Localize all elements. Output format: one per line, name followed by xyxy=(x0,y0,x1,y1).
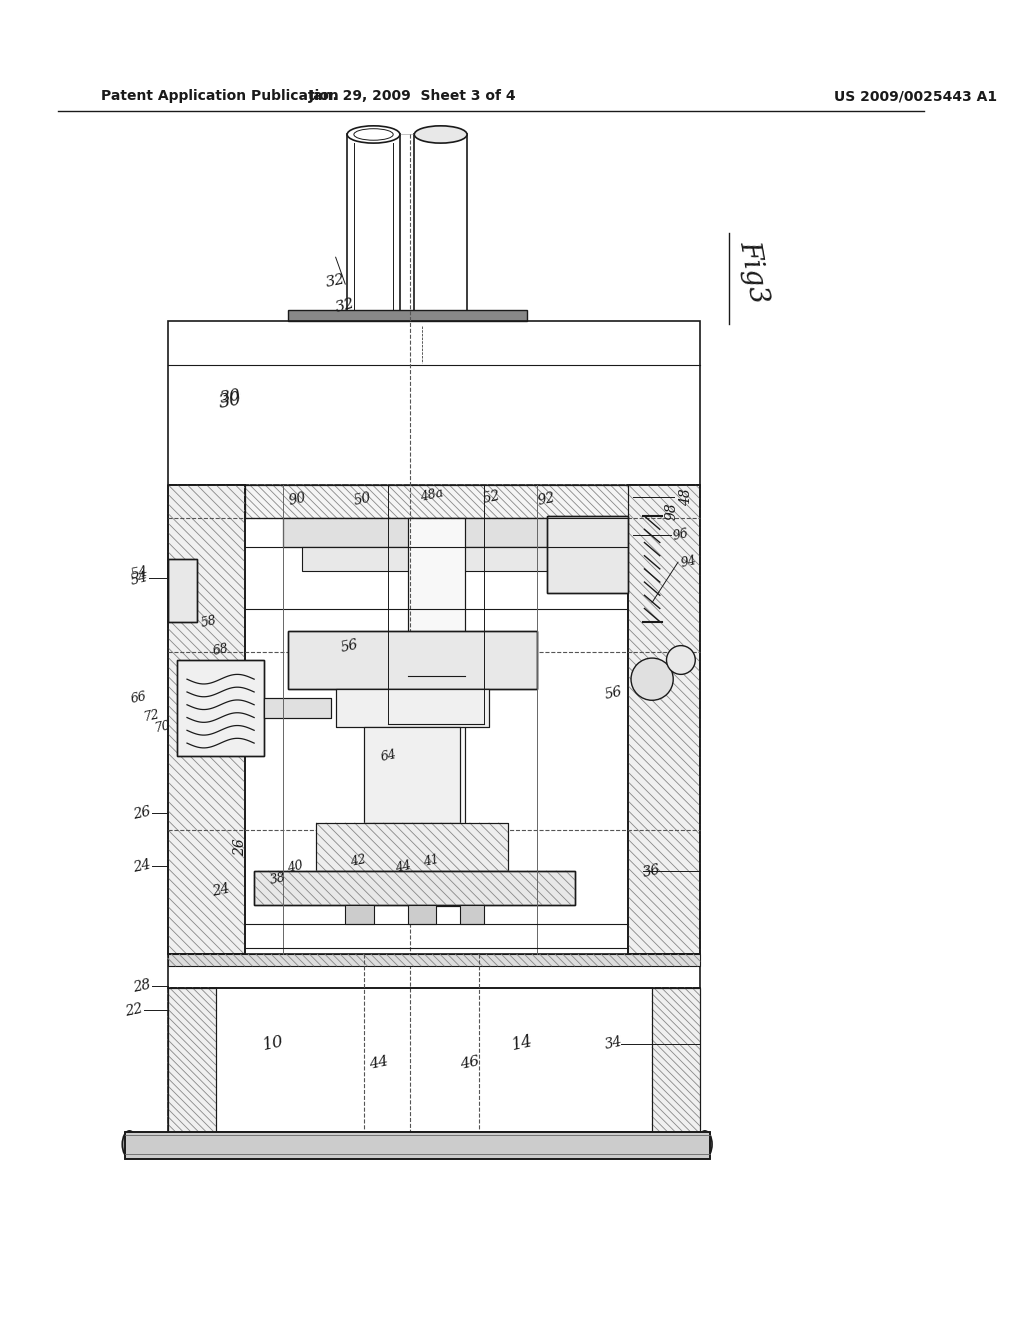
Text: 58: 58 xyxy=(200,614,218,630)
Text: 94: 94 xyxy=(679,554,697,570)
Ellipse shape xyxy=(122,1131,136,1158)
Bar xyxy=(461,904,484,924)
Bar xyxy=(345,904,374,924)
Text: 46: 46 xyxy=(459,1053,481,1072)
Text: 26: 26 xyxy=(132,805,153,822)
Circle shape xyxy=(631,659,673,701)
Bar xyxy=(168,987,216,1131)
Bar xyxy=(652,987,700,1131)
Bar xyxy=(288,631,537,689)
Bar xyxy=(177,660,264,756)
Text: 30: 30 xyxy=(218,385,242,407)
Bar xyxy=(283,517,590,546)
Bar xyxy=(264,698,331,718)
Text: 64: 64 xyxy=(379,748,397,764)
Bar xyxy=(547,516,628,593)
Bar xyxy=(168,560,197,622)
Text: 42: 42 xyxy=(348,853,367,870)
Bar xyxy=(168,322,700,484)
Text: 92: 92 xyxy=(537,490,557,508)
Text: Fig3: Fig3 xyxy=(734,238,772,305)
Bar xyxy=(547,516,628,593)
Circle shape xyxy=(667,645,695,675)
Text: 66: 66 xyxy=(130,690,148,706)
Text: 44: 44 xyxy=(393,859,412,875)
Text: US 2009/0025443 A1: US 2009/0025443 A1 xyxy=(835,90,997,103)
Bar xyxy=(316,824,508,871)
Text: 30: 30 xyxy=(217,391,243,412)
Text: 32: 32 xyxy=(325,272,347,290)
Text: Patent Application Publication: Patent Application Publication xyxy=(100,90,339,103)
Bar xyxy=(628,484,700,954)
Text: 72: 72 xyxy=(142,708,161,723)
Bar xyxy=(245,484,628,517)
Bar xyxy=(283,517,590,546)
Text: 54: 54 xyxy=(129,569,150,587)
Bar xyxy=(302,546,570,570)
Bar xyxy=(168,484,245,954)
Text: 26: 26 xyxy=(232,838,247,855)
Bar xyxy=(168,484,245,954)
Text: 44: 44 xyxy=(368,1053,390,1072)
Text: 56: 56 xyxy=(340,638,360,655)
Text: 24: 24 xyxy=(132,858,153,875)
Bar xyxy=(316,824,508,871)
Text: 32: 32 xyxy=(334,296,356,314)
Text: 14: 14 xyxy=(511,1034,535,1055)
Bar xyxy=(168,954,700,966)
Text: 56: 56 xyxy=(603,685,624,702)
Bar xyxy=(652,987,700,1131)
Text: 96: 96 xyxy=(672,527,690,544)
Text: 48a: 48a xyxy=(419,486,444,504)
Bar xyxy=(365,727,461,824)
Text: 34: 34 xyxy=(603,1035,624,1052)
Text: 40: 40 xyxy=(286,859,304,875)
Text: 68: 68 xyxy=(211,643,229,659)
Text: 28: 28 xyxy=(132,977,153,995)
Bar xyxy=(168,987,700,1131)
Bar xyxy=(336,689,489,727)
Bar xyxy=(288,631,537,689)
Text: 38: 38 xyxy=(269,871,288,887)
Text: 70: 70 xyxy=(154,719,172,735)
Bar xyxy=(168,560,197,622)
Bar xyxy=(125,1131,710,1159)
Text: 22: 22 xyxy=(124,1002,144,1019)
Bar xyxy=(168,954,700,987)
Text: 24: 24 xyxy=(211,882,230,899)
Text: 54: 54 xyxy=(129,565,150,582)
Bar xyxy=(254,871,575,904)
Bar xyxy=(365,727,461,824)
Bar xyxy=(168,987,216,1131)
Text: 36: 36 xyxy=(642,862,663,879)
Text: 41: 41 xyxy=(422,853,440,870)
Bar xyxy=(628,484,700,954)
Text: 52: 52 xyxy=(482,488,502,506)
Text: 50: 50 xyxy=(352,490,373,508)
Ellipse shape xyxy=(415,125,467,143)
Text: 90: 90 xyxy=(287,490,307,508)
Bar xyxy=(408,517,465,907)
Bar xyxy=(408,517,465,907)
Text: 48: 48 xyxy=(679,488,692,506)
Ellipse shape xyxy=(697,1131,712,1158)
Bar xyxy=(125,1131,710,1159)
Bar xyxy=(408,904,436,924)
Bar xyxy=(245,484,628,517)
Bar xyxy=(264,698,331,718)
Text: Jan. 29, 2009  Sheet 3 of 4: Jan. 29, 2009 Sheet 3 of 4 xyxy=(308,90,516,103)
Text: 98: 98 xyxy=(665,503,678,520)
Bar xyxy=(288,310,527,322)
Text: 10: 10 xyxy=(261,1034,286,1055)
Bar xyxy=(254,871,575,904)
Bar xyxy=(336,689,489,727)
Bar xyxy=(177,660,264,756)
